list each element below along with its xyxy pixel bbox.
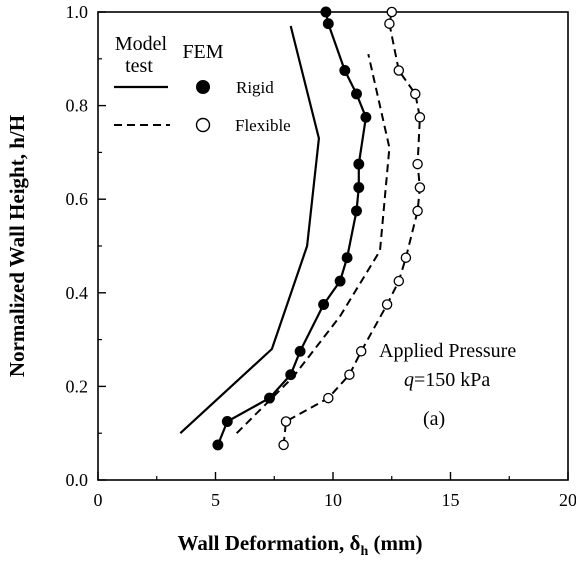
flexible-data-point <box>344 369 355 380</box>
annotation-applied-pressure: Applied Pressure <box>379 340 516 362</box>
rigid-data-point <box>264 392 275 404</box>
rigid-data-point <box>334 275 346 287</box>
rigid-data-point <box>339 65 351 76</box>
y-tick-label: 0.2 <box>66 376 89 396</box>
x-tick-label: 10 <box>324 490 342 510</box>
legend-model-header-line1: Model <box>115 33 168 55</box>
y-tick-label: 0.8 <box>66 96 89 116</box>
rigid-data-point <box>285 369 297 381</box>
rigid-data-point <box>341 252 353 264</box>
rigid-data-point <box>221 416 233 427</box>
flexible-data-point <box>280 416 292 427</box>
plot-frame <box>97 11 569 481</box>
legend-flexible-marker <box>195 117 211 133</box>
rigid-data-point <box>212 439 224 451</box>
rigid-data-point <box>353 182 365 193</box>
legend-model-header-line2: test <box>125 55 153 77</box>
x-tick-label: 5 <box>211 490 220 510</box>
flexible-data-point <box>393 65 405 76</box>
x-axis-tick-labels: 0 5 10 15 20 <box>94 490 576 510</box>
y-axis-tick-labels: 0.0 0.2 0.4 0.6 0.8 1.0 <box>66 2 89 490</box>
y-tick-label: 0.4 <box>66 283 89 303</box>
flexible-data-point <box>381 299 393 310</box>
flexible-data-point <box>386 6 398 18</box>
flexible-data-point <box>400 252 412 263</box>
x-tick-label: 20 <box>559 490 576 510</box>
flexible-data-point <box>414 182 426 193</box>
y-axis-ticks <box>98 11 106 481</box>
series-line-1 <box>179 25 320 435</box>
legend-rigid-marker <box>196 80 210 94</box>
legend: Model test FEM Rigid Flexible <box>114 33 291 135</box>
rigid-data-point <box>360 111 372 123</box>
legend-rigid-label: Rigid <box>236 78 274 97</box>
y-axis-label: Normalized Wall Height, h/H <box>5 115 29 377</box>
annotation-panel-label: (a) <box>423 408 445 430</box>
flexible-data-point <box>278 439 289 451</box>
rigid-data-point <box>320 6 332 18</box>
flexible-data-point <box>412 205 423 217</box>
y-tick-label: 1.0 <box>66 2 89 22</box>
flexible-data-point <box>323 392 334 404</box>
x-axis-ticks <box>97 472 569 480</box>
legend-fem-header: FEM <box>182 41 223 63</box>
series-markers <box>212 6 426 451</box>
flexible-data-point <box>414 112 426 123</box>
flexible-data-point <box>412 158 423 170</box>
y-tick-label: 0.6 <box>66 189 89 209</box>
rigid-data-point <box>318 299 330 310</box>
flexible-data-point <box>393 275 405 287</box>
y-tick-label: 0.0 <box>66 470 89 490</box>
annotation-q-value: q=150 kPa <box>404 369 490 391</box>
rigid-data-point <box>351 205 362 217</box>
legend-flexible-label: Flexible <box>235 116 291 135</box>
rigid-data-point <box>322 18 334 30</box>
flexible-data-point <box>410 88 421 100</box>
flexible-data-point <box>355 346 367 357</box>
flexible-data-point <box>384 18 395 29</box>
series-lines <box>179 11 421 446</box>
series-line-3 <box>216 11 367 446</box>
rigid-data-point <box>294 345 306 357</box>
x-tick-label: 0 <box>94 490 103 510</box>
x-tick-label: 15 <box>442 490 460 510</box>
x-axis-label: Wall Deformation, δh (mm) <box>178 531 423 559</box>
rigid-data-point <box>351 88 362 100</box>
series-line-2 <box>235 53 391 434</box>
rigid-data-point <box>353 158 365 170</box>
